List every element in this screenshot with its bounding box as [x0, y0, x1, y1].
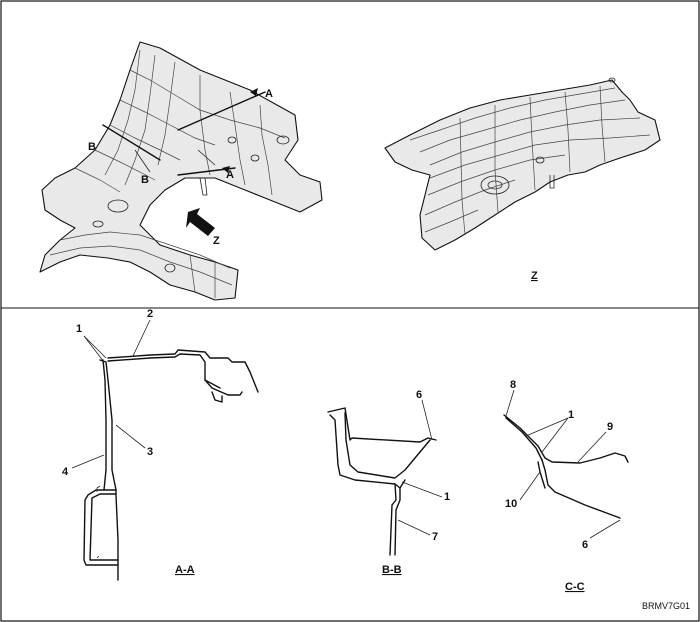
aa-outer-profile — [99, 359, 119, 581]
cc-callout-6: 6 — [582, 539, 588, 551]
bb-callout-1: 1 — [444, 491, 450, 503]
direction-label-z: Z — [213, 235, 220, 247]
bb-caption: B-B — [382, 564, 402, 576]
bb-outer-profile — [327, 407, 437, 443]
cc-caption: C-C — [565, 581, 585, 593]
section-mark-b-lower: B — [141, 174, 149, 186]
cc-callout-10: 10 — [505, 498, 517, 510]
iso-right-caption: Z — [531, 270, 538, 282]
bb-callout-6: 6 — [416, 389, 422, 401]
cc-leaders — [505, 389, 621, 539]
aa-lower-box — [83, 489, 119, 566]
cc-callout-9: 9 — [607, 421, 613, 433]
cc-callout-1: 1 — [568, 409, 574, 421]
section-bb — [327, 407, 437, 556]
section-aa — [83, 349, 259, 581]
aa-leaders — [71, 319, 151, 469]
section-mark-a-lower: A — [226, 169, 234, 181]
iso-right-body — [384, 79, 661, 251]
iso-left-view — [39, 41, 323, 301]
cc-lower-profile — [541, 459, 621, 519]
iso-left-body — [39, 41, 323, 301]
view-direction-arrow — [186, 208, 215, 236]
aa-callout-2: 2 — [147, 308, 153, 320]
cc-upper-profile — [503, 414, 629, 464]
figure-code: BRMV7G01 — [642, 601, 690, 611]
section-mark-b-upper: B — [88, 141, 96, 153]
cc-callout-8: 8 — [510, 379, 516, 391]
aa-callout-1: 1 — [76, 323, 82, 335]
aa-callout-3: 3 — [147, 446, 153, 458]
bb-leaders — [397, 399, 443, 536]
bb-callout-7: 7 — [432, 531, 438, 543]
section-mark-a-upper: A — [265, 88, 273, 100]
cut-line-a-upper — [177, 91, 266, 131]
section-cut-lines — [102, 88, 266, 176]
iso-right-view — [384, 77, 661, 251]
cut-line-b — [102, 124, 161, 161]
aa-caption: A-A — [175, 564, 195, 576]
aa-callout-4: 4 — [62, 466, 69, 478]
